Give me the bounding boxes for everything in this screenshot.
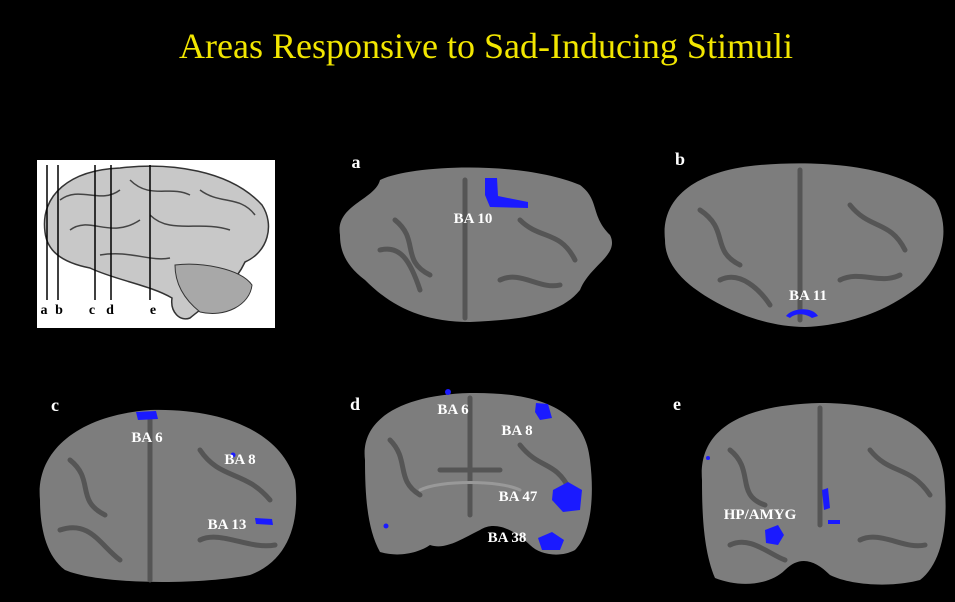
- region-label: BA 8: [501, 423, 532, 439]
- panel-label: c: [51, 395, 59, 415]
- brain-diagram: a b c d e: [37, 160, 275, 328]
- region-label: BA 10: [454, 211, 493, 227]
- region-label: BA 38: [488, 530, 527, 546]
- region-label: BA 6: [131, 430, 163, 446]
- panel-label: a: [352, 152, 361, 172]
- slide: Areas Responsive to Sad-Inducing Stimuli…: [0, 0, 955, 602]
- region-label: BA 8: [224, 452, 255, 468]
- region-label: BA 6: [437, 402, 469, 418]
- region-label: BA 47: [499, 489, 538, 505]
- region-label: BA 11: [789, 288, 827, 304]
- slice-label: c: [89, 303, 95, 318]
- panel-label: d: [350, 394, 360, 414]
- slice-label: a: [41, 303, 48, 318]
- panel-label: b: [675, 149, 685, 169]
- slice-label: b: [55, 303, 63, 318]
- slice-label: d: [106, 303, 114, 318]
- region-label: HP/AMYG: [724, 507, 797, 523]
- slice-label: e: [150, 303, 156, 318]
- region-label: BA 13: [208, 517, 247, 533]
- panel-label: e: [673, 394, 681, 414]
- slide-title: Areas Responsive to Sad-Inducing Stimuli: [179, 26, 793, 66]
